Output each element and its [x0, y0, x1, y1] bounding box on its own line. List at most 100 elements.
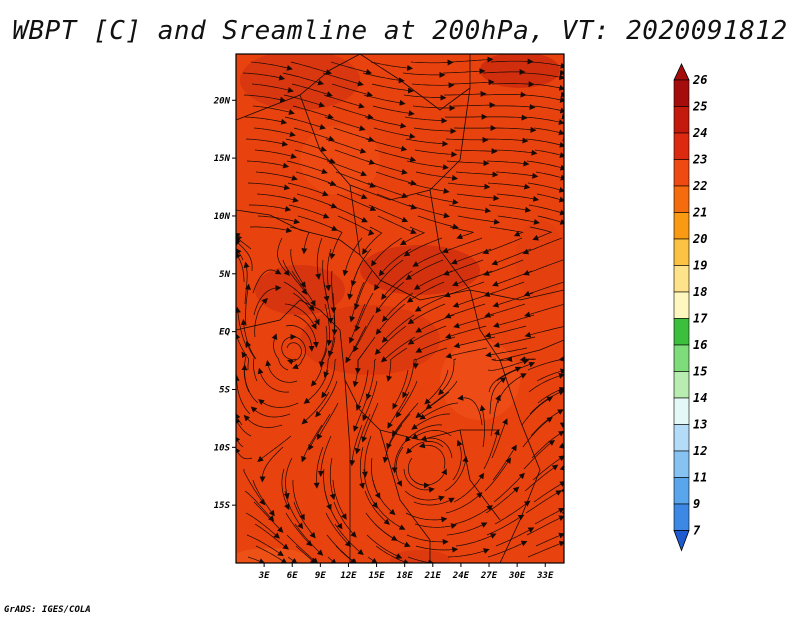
streamline — [370, 61, 414, 71]
map-title: WBPT [C] and Sreamline at 200hPa, VT: 20… — [12, 16, 788, 46]
streamline — [488, 204, 532, 213]
streamline — [294, 149, 336, 164]
streamline — [354, 413, 371, 455]
streamline — [413, 127, 457, 135]
country-borders — [236, 54, 564, 563]
streamline — [444, 303, 486, 319]
colorbar-label: 21 — [692, 206, 707, 220]
streamline — [443, 259, 484, 276]
streamline — [455, 533, 497, 547]
streamline — [413, 497, 455, 506]
streamline — [245, 512, 280, 539]
streamline — [244, 490, 275, 522]
border-line — [236, 54, 361, 121]
streamline — [325, 248, 332, 292]
streamline — [366, 160, 408, 175]
streamline — [391, 402, 419, 437]
streamline — [318, 325, 328, 368]
streamline — [527, 182, 564, 193]
streamline — [399, 226, 426, 246]
streamline — [286, 160, 328, 175]
streamline — [373, 259, 404, 291]
streamline — [484, 325, 527, 338]
streamline — [253, 285, 282, 316]
streamline — [308, 413, 331, 451]
lon-tick-label: 6E — [287, 571, 298, 581]
streamline — [483, 91, 527, 98]
streamline — [493, 472, 525, 503]
streamline — [362, 226, 383, 255]
shade-patch — [480, 54, 560, 88]
streamline — [486, 514, 525, 536]
streamline — [453, 102, 496, 109]
streamline — [271, 333, 289, 371]
lon-tick-label: 12E — [340, 571, 357, 581]
streamline — [257, 367, 290, 393]
streamline — [324, 490, 343, 530]
streamline — [386, 347, 408, 382]
colorbar-label: 23 — [692, 153, 707, 167]
streamline — [482, 69, 526, 75]
colorbar-label: 7 — [693, 524, 701, 538]
streamline — [487, 540, 528, 558]
streamline — [332, 479, 347, 520]
streamline — [445, 347, 488, 359]
streamline — [448, 204, 492, 214]
colorbar-swatch — [673, 503, 690, 531]
streamline — [323, 94, 365, 109]
colorbar-label: 15 — [693, 365, 707, 379]
streamline — [366, 534, 403, 559]
streamline — [449, 226, 474, 240]
longitude-axis: 3E 6E 9E 12E 15E 18E 21E 24E 27E 30E 33E — [258, 563, 554, 581]
streamline — [411, 413, 450, 430]
streamline — [382, 424, 403, 464]
streamline — [370, 237, 403, 267]
streamline — [533, 481, 564, 503]
streamline — [488, 366, 522, 393]
streamline — [284, 490, 304, 530]
streamline — [287, 556, 298, 563]
colorbar-swatch — [673, 291, 690, 319]
streamline — [250, 226, 293, 234]
streamline — [381, 270, 413, 300]
streamline — [522, 237, 563, 255]
colorbar-swatch — [673, 344, 690, 372]
streamline — [523, 259, 564, 276]
streamline — [528, 204, 564, 216]
streamline — [373, 501, 406, 530]
streamline — [487, 182, 531, 190]
border-line — [236, 209, 564, 301]
streamline — [381, 314, 415, 343]
streamline — [456, 193, 500, 202]
streamline — [292, 479, 305, 521]
streamline — [483, 259, 524, 276]
streamline — [489, 226, 524, 237]
streamline — [362, 380, 378, 422]
streamline — [290, 248, 306, 288]
streamline — [249, 204, 292, 212]
streamline — [491, 248, 532, 266]
colorbar-label: 14 — [693, 391, 707, 405]
streamline — [457, 215, 501, 225]
colorbar-label: 16 — [693, 338, 707, 352]
colorbar-swatch — [673, 159, 690, 187]
streamline — [285, 325, 315, 352]
streamline — [367, 556, 378, 563]
colorbar-swatch — [673, 106, 690, 134]
streamline — [496, 193, 540, 202]
colorbar-label: 13 — [693, 418, 707, 432]
streamline — [245, 138, 289, 147]
colorbar-label: 25 — [692, 100, 707, 114]
streamline — [291, 270, 316, 307]
streamline — [277, 237, 290, 276]
streamline — [372, 479, 396, 516]
streamline — [361, 402, 379, 443]
streamline — [297, 215, 338, 231]
border-line — [459, 429, 501, 521]
streamline — [391, 435, 412, 474]
streamline — [489, 377, 507, 415]
border-line — [299, 87, 471, 201]
streamline — [253, 501, 284, 533]
streamline — [330, 61, 373, 75]
streamline — [281, 333, 297, 361]
